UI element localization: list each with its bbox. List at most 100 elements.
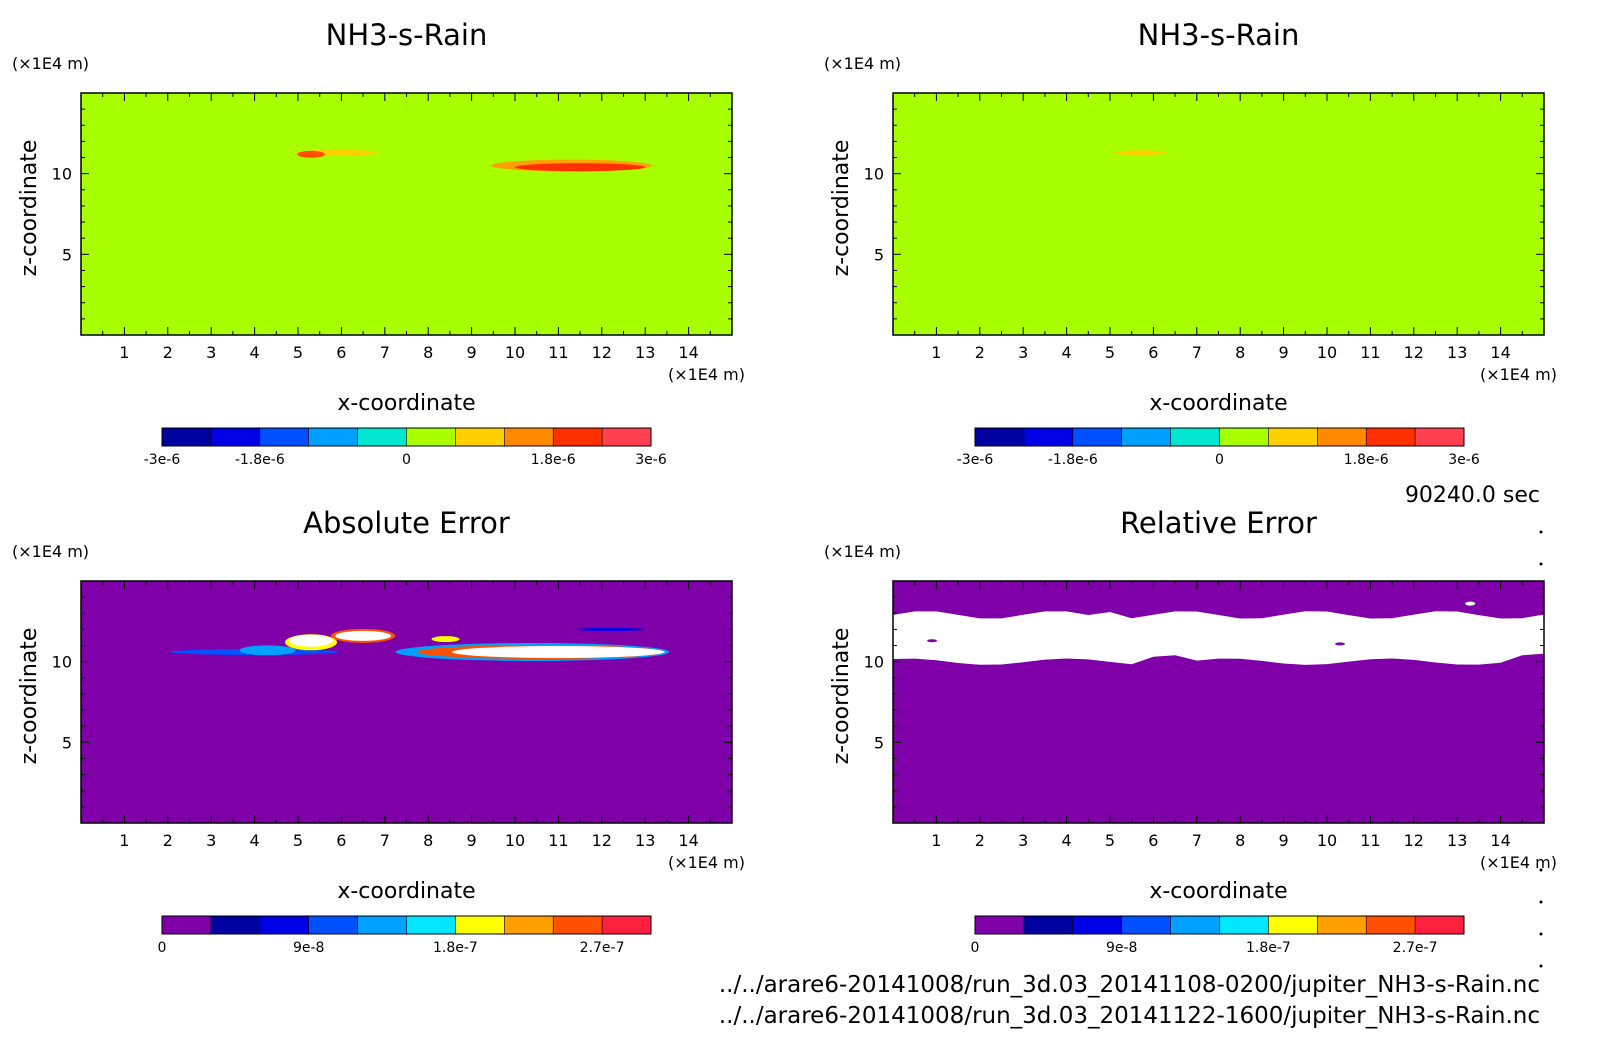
- colorbar-swatch: [1366, 916, 1416, 934]
- x-unit-label: (×1E4 m): [1480, 853, 1557, 872]
- colorbar-swatch: [406, 428, 456, 446]
- colorbar-swatch: [1170, 428, 1220, 446]
- x-tick-label: 6: [336, 343, 346, 362]
- panel-2: NH3-s-Rain(×1E4 m)1 2 3 4 5 6 7 8 9 10 11 12 13 14510…: [824, 18, 1557, 468]
- colorbar-swatch: [1415, 428, 1465, 446]
- panel-title: Absolute Error: [303, 506, 510, 540]
- colorbar-swatch: [553, 916, 603, 934]
- x-unit-label: (×1E4 m): [668, 853, 745, 872]
- x-tick-label: 13: [1447, 343, 1467, 362]
- rain-band-2-core: [515, 163, 646, 172]
- colorbar-tick-label: 1.8e-7: [433, 940, 478, 956]
- y-unit-label: (×1E4 m): [12, 54, 89, 73]
- colorbar-swatch: [553, 428, 603, 446]
- colorbar-swatch: [259, 428, 310, 446]
- file-path-1: ../../arare6-20141008/run_3d.03_20141108…: [719, 972, 1540, 998]
- colorbar-tick-label: 3e-6: [635, 452, 667, 468]
- x-tick-label: 10: [505, 343, 525, 362]
- x-tick-label: 4: [250, 831, 260, 850]
- x-axis-title: x-coordinate: [337, 391, 475, 416]
- colorbar-swatch: [455, 428, 505, 446]
- colorbar-swatch: [975, 916, 1025, 934]
- x-tick-label: 9: [467, 343, 477, 362]
- x-tick-label: 2: [163, 831, 173, 850]
- x-tick-label: 3: [1018, 831, 1028, 850]
- colorbar-tick-label: -3e-6: [957, 452, 994, 468]
- panel-title: Relative Error: [1120, 506, 1317, 540]
- x-tick-label: 5: [293, 831, 303, 850]
- colorbar-swatch: [259, 916, 310, 934]
- error-blob-2-white: [335, 630, 392, 641]
- y-tick-label: 10: [864, 165, 884, 184]
- x-tick-label: 3: [1018, 343, 1028, 362]
- x-tick-label: 8: [423, 831, 433, 850]
- colorbar-swatch: [1366, 428, 1416, 446]
- x-tick-label: 7: [380, 831, 390, 850]
- colorbar-swatch: [1219, 916, 1269, 934]
- colorbar-tick-label: 0: [971, 940, 980, 956]
- panel-1: NH3-s-Rain(×1E4 m)1 2 3 4 5 6 7 8 9 10 11 12 13 14510…: [12, 18, 745, 468]
- x-tick-label: 11: [548, 831, 568, 850]
- x-tick-label: 2: [975, 831, 985, 850]
- error-blob-1-white: [289, 634, 334, 647]
- colorbar-swatch: [1121, 428, 1172, 446]
- x-tick-label: 9: [1279, 343, 1289, 362]
- colorbar-swatch: [455, 916, 505, 934]
- x-tick-label: 4: [1062, 831, 1072, 850]
- colorbar-tick-label: 2.7e-7: [580, 940, 625, 956]
- x-tick-label: 1: [119, 343, 129, 362]
- panel-title: NH3-s-Rain: [326, 18, 488, 52]
- colorbar-swatch: [406, 916, 456, 934]
- colorbar-swatch: [1121, 916, 1172, 934]
- rain-band-weak: [1114, 150, 1167, 156]
- y-tick-label: 10: [864, 653, 884, 672]
- x-tick-label: 4: [1062, 343, 1072, 362]
- x-tick-label: 10: [1317, 831, 1337, 850]
- x-unit-label: (×1E4 m): [1480, 365, 1557, 384]
- colorbar-swatch: [162, 428, 212, 446]
- colorbar-tick-label: 3e-6: [1448, 452, 1480, 468]
- x-tick-label: 12: [592, 343, 612, 362]
- x-tick-label: 3: [206, 343, 216, 362]
- colorbar-swatch: [1268, 428, 1318, 446]
- x-tick-label: 7: [1192, 343, 1202, 362]
- x-tick-label: 11: [1360, 343, 1380, 362]
- undefined-speck: [1465, 601, 1476, 606]
- colorbar-swatch: [504, 428, 554, 446]
- edge-dots: [1539, 530, 1543, 968]
- y-unit-label: (×1E4 m): [12, 542, 89, 561]
- panel-4: Relative Error(×1E4 m)1 2 3 4 5 6 7 8 9 10 11 12 13 1…: [824, 506, 1557, 956]
- colorbar-tick-label: 2.7e-7: [1393, 940, 1438, 956]
- x-tick-label: 10: [505, 831, 525, 850]
- x-tick-label: 8: [1235, 831, 1245, 850]
- y-unit-label: (×1E4 m): [824, 542, 901, 561]
- x-tick-label: 14: [678, 831, 698, 850]
- file-path-2: ../../arare6-20141008/run_3d.03_20141122…: [719, 1003, 1540, 1029]
- relative-error-speck-2: [1335, 642, 1346, 646]
- relative-error-speck-1: [927, 639, 938, 643]
- x-tick-label: 3: [206, 831, 216, 850]
- colorbar-swatch: [1023, 916, 1074, 934]
- colorbar-tick-label: -1.8e-6: [235, 452, 285, 468]
- colorbar-swatch: [602, 916, 652, 934]
- x-unit-label: (×1E4 m): [668, 365, 745, 384]
- y-tick-label: 5: [62, 245, 72, 264]
- colorbar-tick-label: -3e-6: [144, 452, 181, 468]
- x-tick-label: 2: [975, 343, 985, 362]
- x-tick-label: 13: [1447, 831, 1467, 850]
- colorbar-swatch: [1170, 916, 1220, 934]
- x-tick-label: 5: [1105, 831, 1115, 850]
- y-tick-label: 10: [52, 165, 72, 184]
- panel-title: NH3-s-Rain: [1138, 18, 1300, 52]
- colorbar-tick-label: 0: [1215, 452, 1224, 468]
- colorbar-swatch: [1317, 428, 1367, 446]
- data-features: [1114, 150, 1167, 156]
- x-tick-label: 1: [931, 343, 941, 362]
- colorbar-tick-label: 1.8e-6: [531, 452, 576, 468]
- x-tick-label: 9: [1279, 831, 1289, 850]
- y-tick-label: 5: [62, 733, 72, 752]
- x-tick-label: 4: [250, 343, 260, 362]
- rain-band-1-core: [297, 150, 326, 158]
- y-axis-title: z-coordinate: [829, 140, 854, 277]
